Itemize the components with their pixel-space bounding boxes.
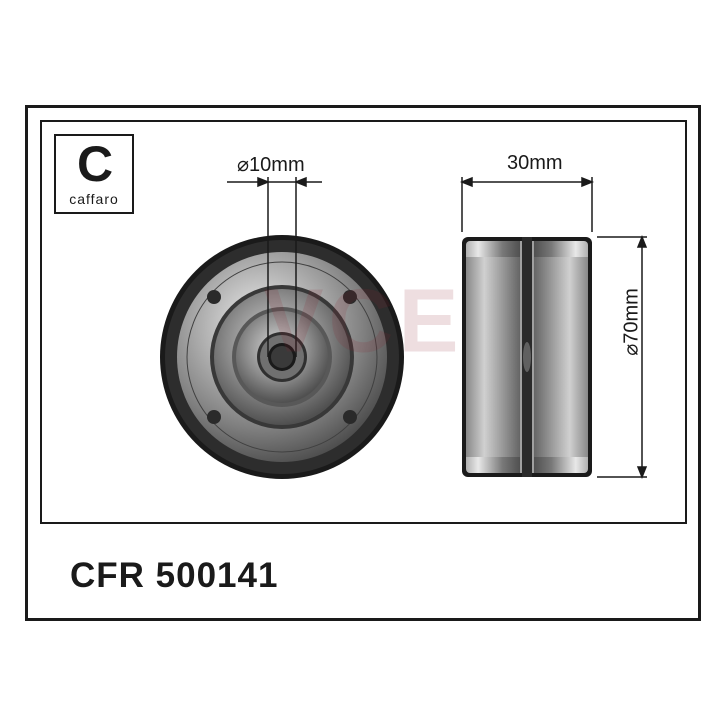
dimension-bore: ⌀10mm — [237, 152, 305, 177]
part-number: CFR 500141 — [70, 556, 278, 596]
technical-drawing — [42, 122, 685, 522]
dimension-outer-diameter: ⌀70mm — [619, 288, 644, 356]
side-view — [462, 237, 592, 477]
drawing-frame: C caffaro — [25, 105, 701, 621]
front-view — [160, 235, 404, 479]
dimension-width: 30mm — [507, 152, 563, 175]
drawing-area: C caffaro — [40, 120, 687, 524]
